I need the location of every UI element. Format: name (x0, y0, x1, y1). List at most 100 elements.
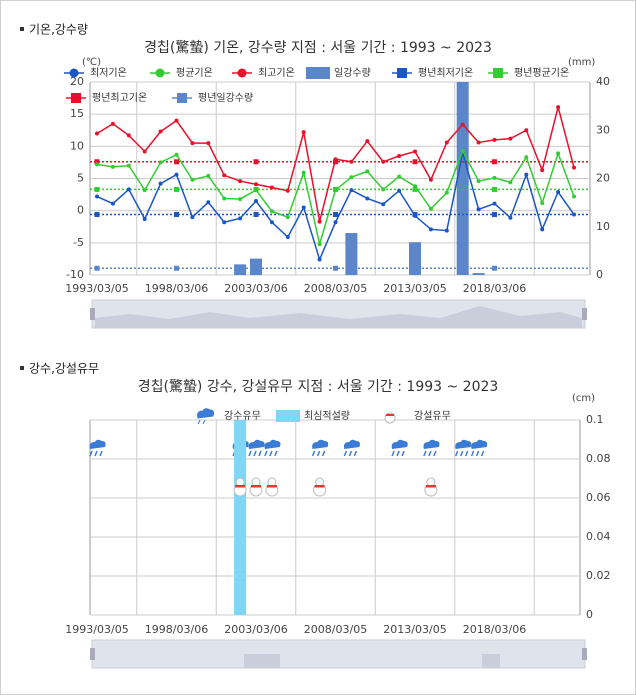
y-tick-label: 5 (77, 172, 84, 185)
snow-icon (265, 477, 279, 497)
legend-item[interactable]: 일강수량 (306, 67, 371, 79)
legend-item[interactable]: 최심적설량 (276, 410, 350, 422)
rain-icon (470, 439, 488, 457)
legend-item[interactable]: 평년일강수량 (172, 92, 253, 104)
average-marker (412, 159, 418, 165)
point (460, 122, 465, 127)
point (349, 175, 354, 180)
bar (234, 264, 247, 275)
section-title: 기온,강수량 (29, 23, 88, 37)
average-marker (253, 159, 259, 165)
y2-tick-label: 10 (596, 220, 610, 233)
rain-cloud (343, 439, 360, 449)
legend-item[interactable]: 평년최저기온 (392, 67, 473, 79)
average-marker (492, 212, 497, 218)
point (444, 228, 449, 233)
point (206, 200, 211, 205)
rain-drops (264, 450, 278, 457)
average-marker (174, 212, 179, 218)
bar (456, 82, 469, 275)
point (556, 151, 561, 156)
y-tick-label: 15 (70, 107, 84, 120)
legend-item[interactable]: 평년최고기온 (66, 92, 147, 104)
x-tick-label: 2008/03/05 (304, 623, 367, 636)
navigator-track[interactable] (91, 639, 586, 669)
point (254, 182, 258, 187)
navigator-handle[interactable] (582, 648, 587, 660)
point (174, 152, 179, 157)
legend-symbol (69, 68, 79, 78)
point (158, 181, 163, 186)
snow-head (251, 477, 261, 487)
y2-tick-label: 0 (586, 608, 593, 621)
point (540, 227, 545, 232)
point (142, 188, 147, 193)
snow-scarf (266, 485, 277, 488)
point (476, 140, 481, 145)
point (174, 118, 179, 123)
point (413, 184, 417, 189)
legend-symbol (155, 68, 165, 78)
y-axis-unit: (℃) (82, 57, 101, 68)
point (206, 173, 211, 178)
legend-label: 강설유무 (414, 410, 451, 422)
average-marker (94, 212, 100, 218)
average-marker (412, 265, 418, 271)
legend-label: 최저기온 (90, 67, 127, 79)
y-tick-label: 0 (77, 204, 84, 217)
legend-item[interactable]: 강수유무 (197, 408, 261, 425)
point (556, 190, 561, 195)
point (110, 201, 115, 206)
legend-symbol (71, 93, 81, 103)
navigator[interactable] (90, 639, 587, 669)
legend-item[interactable]: 최저기온 (64, 67, 127, 79)
snow-icon (249, 477, 263, 497)
point (397, 153, 402, 158)
navigator-handle[interactable] (90, 308, 95, 320)
rain-cloud (312, 439, 329, 449)
navigator-handle[interactable] (582, 308, 587, 320)
legend-item[interactable]: 평년평균기온 (488, 67, 569, 79)
legend-label: 최심적설량 (304, 410, 350, 422)
rain-cloud (423, 439, 440, 449)
rain-icon (264, 439, 281, 457)
point (95, 194, 99, 199)
average-marker (412, 186, 418, 192)
legend-item[interactable]: 최고기온 (232, 67, 295, 79)
snow-icon (233, 477, 247, 497)
average-marker (253, 212, 259, 218)
legend-item[interactable]: 강설유무 (384, 410, 451, 424)
point (317, 242, 322, 247)
rain-drops (89, 450, 103, 457)
x-tick-label: 2013/03/05 (383, 282, 446, 295)
point (381, 187, 386, 192)
legend-label: 일강수량 (334, 67, 371, 79)
y2-tick-label: 0.02 (586, 569, 611, 582)
average-marker (94, 186, 100, 192)
point (333, 220, 338, 225)
navigator-handle[interactable] (90, 648, 95, 660)
x-tick-label: 2003/03/06 (224, 282, 287, 295)
point (508, 180, 513, 185)
rain-icon (311, 439, 329, 457)
rain-drops (391, 450, 405, 457)
legend-symbol (197, 408, 215, 425)
point (190, 141, 195, 146)
legend-item[interactable]: 평균기온 (150, 67, 213, 79)
section-title: 강수,강설유무 (29, 362, 99, 376)
y-tick-label: -5 (73, 236, 84, 249)
rain-cloud (248, 439, 265, 449)
rain-drops (455, 450, 469, 457)
x-tick-label: 1993/03/05 (65, 282, 128, 295)
average-marker (492, 186, 497, 192)
y-tick-label: -10 (66, 268, 84, 281)
point (333, 188, 338, 193)
point (206, 141, 211, 146)
rain-icon (343, 439, 360, 457)
point (428, 177, 433, 182)
point (238, 197, 243, 202)
navigator[interactable] (90, 299, 587, 329)
rain-cloud (264, 439, 281, 449)
bullet (20, 366, 24, 370)
point (572, 212, 576, 217)
